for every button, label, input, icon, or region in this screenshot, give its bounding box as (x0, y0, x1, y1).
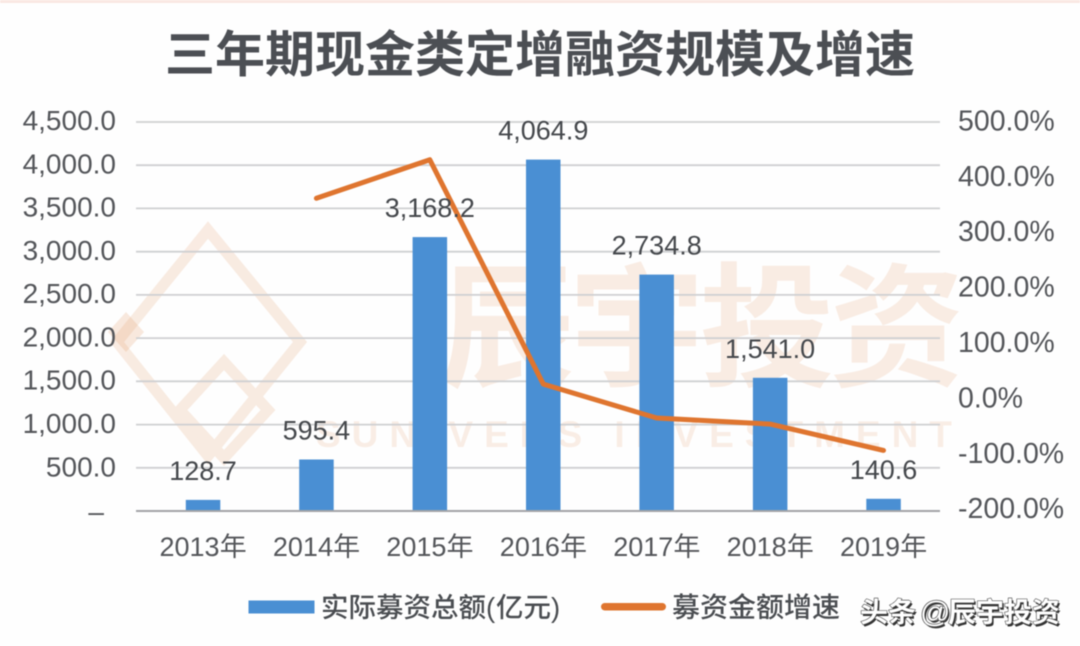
svg-text:0.0%: 0.0% (958, 382, 1023, 414)
svg-text:595.4: 595.4 (283, 416, 351, 446)
svg-text:1,500.0: 1,500.0 (23, 365, 116, 396)
svg-text:3,500.0: 3,500.0 (23, 192, 116, 223)
svg-text:2015: 2015 (386, 532, 446, 562)
svg-text:@: @ (922, 598, 952, 631)
svg-text:140.6: 140.6 (850, 455, 918, 485)
svg-text:2019: 2019 (840, 532, 900, 562)
svg-text:2017: 2017 (613, 532, 673, 562)
svg-text:4,064.9: 4,064.9 (498, 116, 588, 146)
svg-text:4,500.0: 4,500.0 (23, 105, 116, 136)
svg-text:1,541.0: 1,541.0 (725, 334, 815, 364)
svg-text:–: – (88, 496, 104, 527)
svg-text:100.0%: 100.0% (958, 327, 1055, 359)
svg-text:300.0%: 300.0% (958, 216, 1055, 248)
svg-text:2013: 2013 (160, 532, 220, 562)
svg-text:400.0%: 400.0% (958, 161, 1055, 193)
svg-text:500.0%: 500.0% (958, 105, 1055, 137)
svg-text:3,000.0: 3,000.0 (23, 235, 116, 266)
svg-text:1,000.0: 1,000.0 (23, 408, 116, 439)
svg-text:@: @ (920, 596, 950, 629)
svg-text:(: ( (486, 592, 495, 623)
svg-text:500.0: 500.0 (46, 451, 116, 482)
svg-text:2014: 2014 (273, 532, 333, 562)
svg-text:-200.0%: -200.0% (958, 493, 1064, 525)
svg-text:2018: 2018 (727, 532, 787, 562)
svg-text:): ) (551, 592, 560, 623)
svg-text:-100.0%: -100.0% (958, 438, 1064, 470)
svg-text:2016: 2016 (500, 532, 560, 562)
svg-text:128.7: 128.7 (169, 456, 237, 486)
svg-text:2,734.8: 2,734.8 (612, 231, 702, 261)
svg-text:2,000.0: 2,000.0 (23, 322, 116, 353)
svg-text:2,500.0: 2,500.0 (23, 278, 116, 309)
svg-text:200.0%: 200.0% (958, 272, 1055, 304)
svg-text:4,000.0: 4,000.0 (23, 148, 116, 179)
svg-text:3,168.2: 3,168.2 (385, 193, 475, 223)
